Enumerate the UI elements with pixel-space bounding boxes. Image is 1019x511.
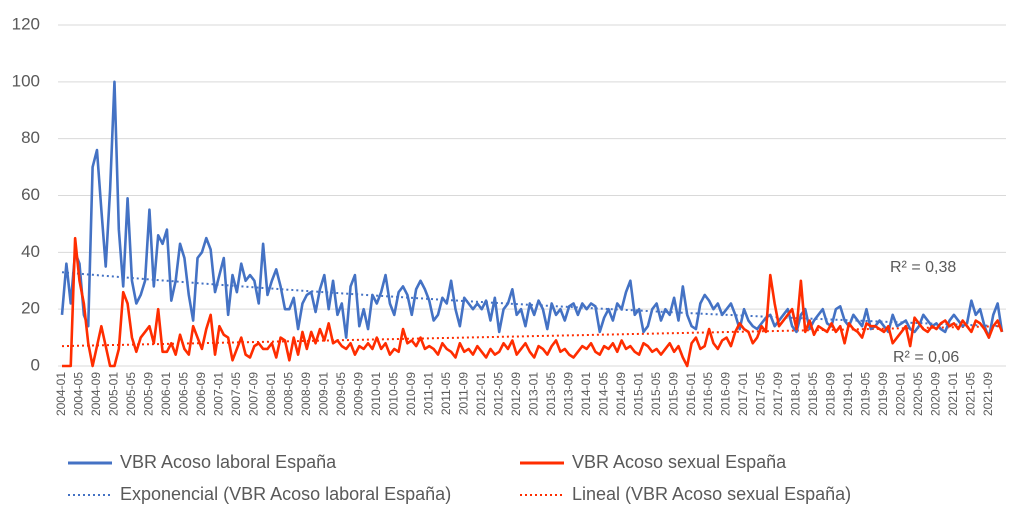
x-tick-label: 2018-09 [824,372,838,416]
x-tick-label: 2017-01 [736,372,750,416]
y-tick-label: 100 [12,71,40,90]
y-tick-label: 40 [21,242,40,261]
x-tick-label: 2010-05 [386,372,400,416]
x-tick-label: 2009-01 [316,372,330,416]
series-line [60,80,1004,339]
y-tick-label: 120 [12,14,40,33]
x-tick-label: 2011-05 [439,372,453,415]
x-tick-label: 2005-05 [124,372,138,416]
x-tick-label: 2016-05 [701,372,715,416]
x-tick-label: 2007-09 [247,372,261,416]
x-tick-label: 2009-05 [334,372,348,416]
x-tick-label: 2007-01 [212,372,226,416]
x-tick-label: 2004-05 [72,372,86,416]
x-tick-label: 2020-05 [911,372,925,416]
y-tick-label: 20 [21,299,40,318]
x-tick-label: 2020-09 [929,372,943,416]
x-tick-label: 2013-05 [544,372,558,416]
x-tick-label: 2019-05 [859,372,873,416]
x-tick-label: 2018-01 [789,372,803,416]
legend-label: VBR Acoso sexual España [572,452,787,472]
x-tick-label: 2019-01 [841,372,855,416]
x-tick-label: 2013-01 [526,372,540,416]
legend-label: Lineal (VBR Acoso sexual España) [572,484,851,504]
x-tick-label: 2021-01 [946,372,960,416]
x-tick-label: 2006-05 [177,372,191,416]
x-tick-label: 2016-09 [719,372,733,416]
x-tick-label: 2007-05 [229,372,243,416]
x-tick-label: 2008-01 [264,372,278,416]
x-tick-label: 2019-09 [876,372,890,416]
y-tick-label: 0 [31,355,40,374]
x-tick-label: 2014-05 [596,372,610,416]
series-line [62,236,1004,368]
x-tick-label: 2015-09 [666,372,680,416]
x-tick-label: 2008-05 [282,372,296,416]
x-tick-label: 2017-05 [754,372,768,416]
x-tick-label: 2015-01 [631,372,645,416]
x-tick-label: 2006-09 [194,372,208,416]
x-tick-label: 2008-09 [299,372,313,416]
x-tick-label: 2009-09 [351,372,365,416]
x-tick-label: 2021-09 [981,372,995,416]
x-tick-label: 2010-01 [369,372,383,416]
x-tick-label: 2005-01 [107,372,121,416]
x-tick-label: 2014-01 [579,372,593,416]
x-tick-label: 2004-01 [54,372,68,416]
x-tick-label: 2005-09 [142,372,156,416]
legend-label: Exponencial (VBR Acoso laboral España) [120,484,451,504]
x-tick-label: 2018-05 [806,372,820,416]
x-tick-label: 2012-09 [509,372,523,416]
x-tick-label: 2017-09 [771,372,785,416]
r-squared-label: R² = 0,06 [893,349,959,366]
x-tick-label: 2012-05 [491,372,505,416]
x-tick-label: 2015-05 [649,372,663,416]
x-tick-label: 2010-09 [404,372,418,416]
x-tick-label: 2013-09 [561,372,575,416]
x-tick-label: 2011-09 [456,372,470,415]
trendline [61,271,1003,328]
x-tick-label: 2011-01 [421,372,435,415]
x-tick-label: 2014-09 [614,372,628,416]
x-tick-label: 2016-01 [684,372,698,416]
r-squared-label: R² = 0,38 [890,259,956,276]
trendline [61,325,1003,348]
y-tick-label: 80 [21,128,40,147]
x-tick-label: 2012-01 [474,372,488,416]
x-tick-label: 2021-05 [964,372,978,416]
x-tick-label: 2006-01 [159,372,173,416]
legend-label: VBR Acoso laboral España [120,452,337,472]
x-tick-label: 2004-09 [89,372,103,416]
y-tick-label: 60 [21,185,40,204]
x-tick-label: 2020-01 [894,372,908,416]
